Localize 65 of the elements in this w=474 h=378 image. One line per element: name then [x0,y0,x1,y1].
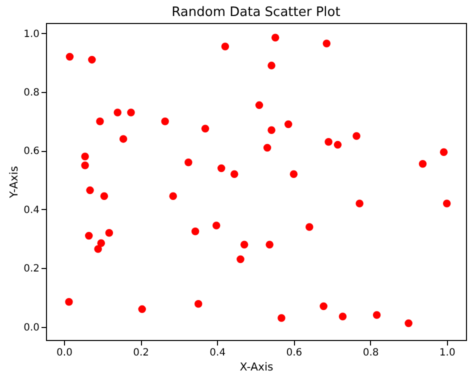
x-tick-label: 0.0 [56,348,72,358]
point [338,312,347,320]
point [221,42,230,50]
point [320,302,328,310]
point [230,170,238,178]
point [119,135,128,143]
x-tick-label: 0.8 [362,348,379,358]
point [442,200,451,208]
point [266,240,274,248]
y-tick-label: 0.8 [24,87,40,98]
y-tick-label: 0.2 [24,264,40,275]
point [85,232,93,240]
point [268,62,276,70]
point [306,223,314,231]
point [88,56,96,64]
point [284,120,292,128]
point [81,161,89,170]
point [66,52,74,61]
point [255,101,264,110]
point [191,228,200,236]
point [86,186,94,194]
point [263,144,272,152]
point [94,245,102,253]
point [440,148,448,156]
point [81,152,89,160]
y-tick-label: 0.0 [24,322,40,334]
point [271,34,280,42]
point [212,222,220,230]
point [278,314,286,322]
point [217,164,226,172]
point [418,160,427,168]
point [201,124,210,133]
point [324,138,332,146]
point [322,40,331,48]
point [356,200,364,208]
point [138,305,146,314]
x-tick-label: 0.6 [286,348,302,358]
point [114,108,122,116]
y-tick-label: 0.6 [24,146,40,158]
y-tick-label: 1.0 [24,28,40,40]
point [161,117,169,126]
point [184,158,192,166]
y-axis-title: Y-Axis [8,166,21,199]
point [169,192,177,200]
point [100,192,108,200]
point [372,311,381,319]
x-tick-label: 0.2 [133,348,150,358]
point [236,255,244,264]
point [96,117,104,126]
x-axis-title: X-Axis [240,360,274,374]
point [127,108,135,116]
point [97,239,106,248]
point [268,126,276,134]
point [105,229,114,237]
point [404,319,412,328]
chart-title: Random Data Scatter Plot [172,5,340,20]
x-tick-label: 1.0 [439,348,456,358]
point [352,132,360,140]
point [290,170,298,178]
x-tick-label: 0.4 [210,348,226,358]
point [240,240,248,248]
y-tick-label: 0.4 [24,204,40,216]
point [194,300,202,308]
point [334,140,342,149]
point [65,298,73,306]
